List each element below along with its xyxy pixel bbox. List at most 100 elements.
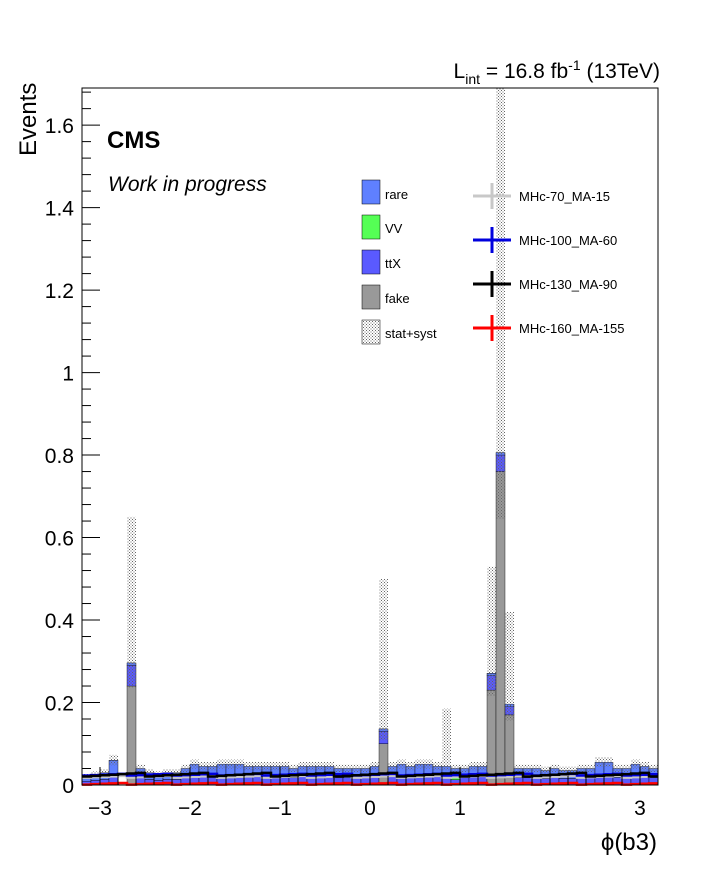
uncertainty-bar	[127, 516, 136, 688]
uncertainty-bar	[262, 762, 271, 771]
uncertainty-bar	[253, 762, 262, 771]
uncertainty-bar	[379, 578, 388, 741]
uncertainty-bar	[460, 764, 469, 772]
x-tick-label: 1	[454, 797, 466, 820]
lumi-l: L	[454, 60, 466, 83]
uncertainty-bar	[352, 764, 361, 772]
legend-label-vv: VV	[385, 221, 403, 236]
background-stack	[81, 452, 659, 786]
x-tick-label: 2	[544, 797, 556, 820]
uncertainty-bar	[604, 757, 613, 767]
bar-fake	[486, 689, 497, 786]
uncertainty-bar	[298, 762, 307, 771]
legend-label-statsyst: stat+syst	[385, 326, 437, 341]
uncertainty-bar	[568, 766, 577, 774]
uncertainty-bar	[190, 759, 199, 769]
uncertainty-bar	[577, 764, 586, 772]
uncertainty-bar	[172, 769, 181, 776]
uncertainty-bar	[271, 762, 280, 771]
uncertainty-bar	[505, 611, 514, 721]
x-tick-label: −3	[88, 797, 112, 820]
uncertainty-bar	[595, 757, 604, 767]
uncertainty-bar	[631, 759, 640, 769]
x-axis: −3 −2 −1 0 1 2 3	[81, 767, 659, 820]
y-tick-label: 0	[62, 775, 74, 798]
uncertainty-bar	[622, 764, 631, 772]
uncertainty-bar	[370, 762, 379, 771]
y-tick-label: 1.4	[45, 198, 75, 221]
uncertainty-bar	[478, 762, 487, 771]
uncertainty-bar	[523, 764, 532, 772]
y-tick-label: 0.2	[45, 693, 74, 716]
bar-fake	[126, 685, 137, 786]
legend-label-mhc100: MHc-100_MA-60	[519, 233, 617, 248]
uncertainty-bar	[208, 762, 217, 771]
uncertainty-bar	[406, 762, 415, 771]
legend-label-mhc160: MHc-160_MA-155	[519, 321, 625, 336]
lumi-mid: = 16.8 fb	[480, 60, 568, 83]
uncertainty-bar	[451, 764, 460, 772]
legend-swatch-ttx	[361, 249, 381, 275]
y-axis-label: Events	[15, 83, 42, 156]
lumi-sup: -1	[568, 57, 581, 73]
x-tick-label: 3	[634, 797, 646, 820]
uncertainty-bar	[442, 708, 451, 771]
uncertainty-bar	[649, 764, 658, 772]
y-tick-label: 0.8	[45, 445, 74, 468]
status-label: Work in progress	[108, 173, 267, 196]
uncertainty-bar	[199, 762, 208, 771]
x-tick-label: 0	[364, 797, 376, 820]
experiment-label: CMS	[107, 127, 160, 154]
x-axis-label: ϕ(b3)	[601, 829, 657, 856]
uncertainty-bar	[181, 764, 190, 772]
legend-swatch-rare	[361, 179, 381, 205]
lumi-label: Lint = 16.8 fb-1 (13TeV)	[454, 57, 660, 87]
y-tick-label: 1	[62, 363, 74, 386]
legend-swatch-statsyst	[361, 319, 381, 345]
uncertainty-bar	[559, 766, 568, 774]
uncertainty-bar	[541, 766, 550, 774]
uncertainty-bar	[145, 769, 154, 776]
uncertainty-bar	[307, 762, 316, 771]
uncertainty-bar	[424, 759, 433, 769]
uncertainty-bar	[226, 759, 235, 769]
uncertainty-bar	[217, 759, 226, 769]
lumi-tail: (13TeV)	[581, 60, 660, 83]
uncertainty-bar	[163, 769, 172, 776]
uncertainty-bar	[586, 764, 595, 772]
uncertainty-bar	[415, 759, 424, 769]
uncertainty-bar	[136, 764, 145, 772]
lumi-sub: int	[465, 71, 480, 87]
y-tick-label: 1.6	[45, 115, 74, 138]
legend: rare VV ttX fake stat+syst MHc-70_MA-15 …	[361, 179, 625, 345]
uncertainty-bar	[244, 762, 253, 771]
uncertainty-bar	[289, 764, 298, 772]
legend-label-rare: rare	[385, 187, 408, 202]
uncertainty-bar	[280, 762, 289, 771]
legend-label-mhc130: MHc-130_MA-90	[519, 277, 617, 292]
legend-label-fake: fake	[385, 291, 410, 306]
uncertainty-bar	[388, 762, 397, 771]
uncertainty-bar	[487, 566, 496, 696]
uncertainty-bar	[316, 762, 325, 771]
legend-swatch-vv	[361, 214, 381, 240]
legend-label-ttx: ttX	[385, 256, 401, 271]
uncertainty-bar	[343, 764, 352, 772]
uncertainty-bar	[325, 762, 334, 771]
uncertainty-bar	[109, 754, 118, 766]
uncertainty-bar	[613, 764, 622, 772]
uncertainty-bar	[397, 759, 406, 769]
uncertainty-bar	[514, 764, 523, 772]
y-tick-label: 0.6	[45, 528, 74, 551]
uncertainty-bar	[235, 759, 244, 769]
y-tick-label: 0.4	[45, 610, 75, 633]
y-tick-label: 1.2	[45, 280, 74, 303]
uncertainty-bar	[532, 764, 541, 772]
uncertainty-bar	[640, 762, 649, 771]
uncertainty-bar	[433, 762, 442, 771]
uncertainty-bar	[100, 769, 109, 776]
x-tick-label: −1	[268, 797, 292, 820]
x-tick-label: −2	[178, 797, 202, 820]
uncertainty-bar	[496, 88, 505, 520]
